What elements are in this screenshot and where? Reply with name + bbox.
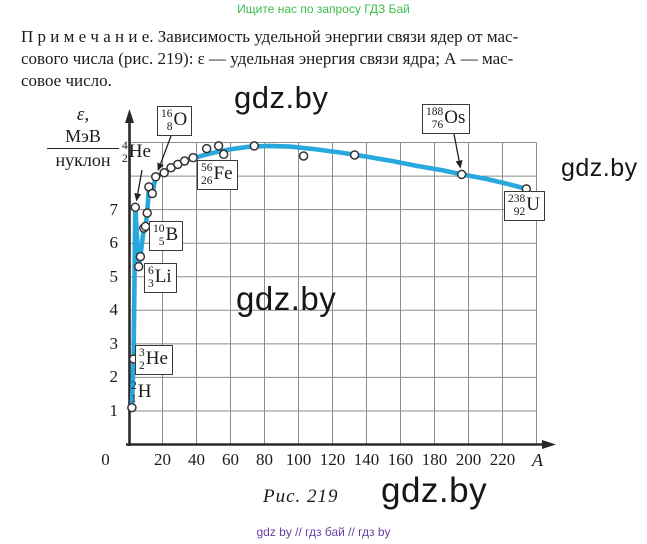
- note-line-1: П р и м е ч а н и е. Зависимость удельно…: [21, 27, 519, 46]
- li6-symbol: Li: [154, 266, 172, 288]
- x-tick-label-60: 60: [222, 450, 239, 469]
- he4-symbol: He: [128, 141, 151, 163]
- y-tick-label-1: 1: [109, 400, 119, 420]
- h2-symbol: H: [137, 381, 152, 403]
- y-tick-label-6: 6: [109, 233, 119, 253]
- fraction-numerator: МэВ: [47, 126, 119, 149]
- x-tick-label-80: 80: [256, 450, 273, 469]
- y-axis-unit-label: ε, МэВ нуклон: [47, 104, 119, 170]
- note-line-3: совое число.: [21, 71, 112, 90]
- fe56-scripts: 56 26: [201, 162, 213, 187]
- watermark-bottom: gdz.by: [381, 471, 488, 510]
- y-tick-label-4: 4: [109, 300, 119, 320]
- o16-symbol: O: [173, 109, 188, 131]
- isotope-label-os188: 188 76 Os: [422, 104, 471, 134]
- promo-banner-text: Ищите нас по запросу ГДЗ Бай: [237, 2, 410, 16]
- he3-symbol: He: [145, 348, 168, 370]
- callout-arrow-He-4: [134, 169, 143, 202]
- y-axis-arrowhead: [125, 109, 134, 123]
- b10-scripts: 10 5: [153, 223, 165, 248]
- x-axis-arrowhead: [542, 440, 556, 449]
- isotope-label-u238: 238 92 U: [504, 191, 545, 221]
- data-point-Li-6: [133, 261, 144, 272]
- u238-symbol: U: [526, 194, 540, 216]
- y-tick-label-5: 5: [109, 266, 119, 286]
- note-line-2: сового числа (рис. 219): ε — удельная эн…: [21, 49, 514, 68]
- y-tick-label-7: 7: [109, 199, 119, 219]
- isotope-label-o16: 16 8 O: [157, 106, 193, 136]
- y-tick-label-3: 3: [109, 333, 119, 353]
- data-point-A74: [249, 141, 260, 151]
- data-point-A21: [159, 167, 169, 178]
- fe56-symbol: Fe: [213, 163, 233, 185]
- data-point-H-2: [127, 402, 137, 413]
- data-point-Li-7: [135, 251, 146, 262]
- x-tick-label-0: 0: [101, 450, 110, 469]
- data-point-A103: [298, 151, 309, 161]
- callout-arrow-O-16: [157, 135, 172, 172]
- watermark-top: gdz.by: [234, 80, 329, 115]
- isotope-label-fe56: 56 26 Fe: [197, 160, 238, 190]
- x-tick-label-220: 220: [489, 450, 516, 469]
- callout-arrow-Os-188: [453, 133, 463, 169]
- x-tick-label-140: 140: [353, 450, 380, 469]
- o16-scripts: 16 8: [161, 108, 173, 133]
- epsilon-symbol: ε,: [76, 104, 90, 125]
- footer-links[interactable]: gdz by // гдз бай // гдз by: [256, 525, 391, 539]
- data-point-Os-188: [456, 169, 467, 180]
- data-point-A33: [179, 156, 190, 166]
- x-tick-label-180: 180: [421, 450, 448, 469]
- watermark-center: gdz.by: [236, 280, 337, 317]
- x-tick-label-40: 40: [188, 450, 205, 469]
- watermark-right: gdz.by: [561, 154, 638, 182]
- x-tick-label-200: 200: [455, 450, 482, 469]
- os188-symbol: Os: [444, 107, 466, 129]
- u238-scripts: 238 92: [508, 193, 526, 218]
- x-tick-label-20: 20: [154, 450, 171, 469]
- fraction-denominator: нуклон: [55, 150, 111, 170]
- x-tick-label-100: 100: [285, 450, 312, 469]
- data-point-He-4: [130, 202, 141, 213]
- y-tick-label-2: 2: [109, 367, 119, 387]
- isotope-label-b10: 10 5 B: [149, 221, 184, 251]
- os188-scripts: 188 76: [426, 106, 444, 131]
- data-point-O-16: [150, 172, 161, 182]
- figure-caption: Рис. 219: [263, 486, 339, 507]
- data-point-B-11: [142, 208, 152, 218]
- data-point-A53: [213, 141, 224, 151]
- data-point-A38: [188, 152, 198, 163]
- data-point-N-14: [147, 188, 158, 199]
- data-point-Fe-56: [218, 149, 229, 160]
- x-tick-label-160: 160: [387, 450, 414, 469]
- data-point-A133: [349, 150, 360, 160]
- b10-symbol: B: [165, 224, 179, 246]
- x-tick-label-120: 120: [319, 450, 346, 469]
- x-axis-label: A: [532, 450, 543, 470]
- data-point-A46: [201, 143, 212, 154]
- note-paragraph: П р и м е ч а н и е. Зависимость удельно…: [21, 26, 631, 92]
